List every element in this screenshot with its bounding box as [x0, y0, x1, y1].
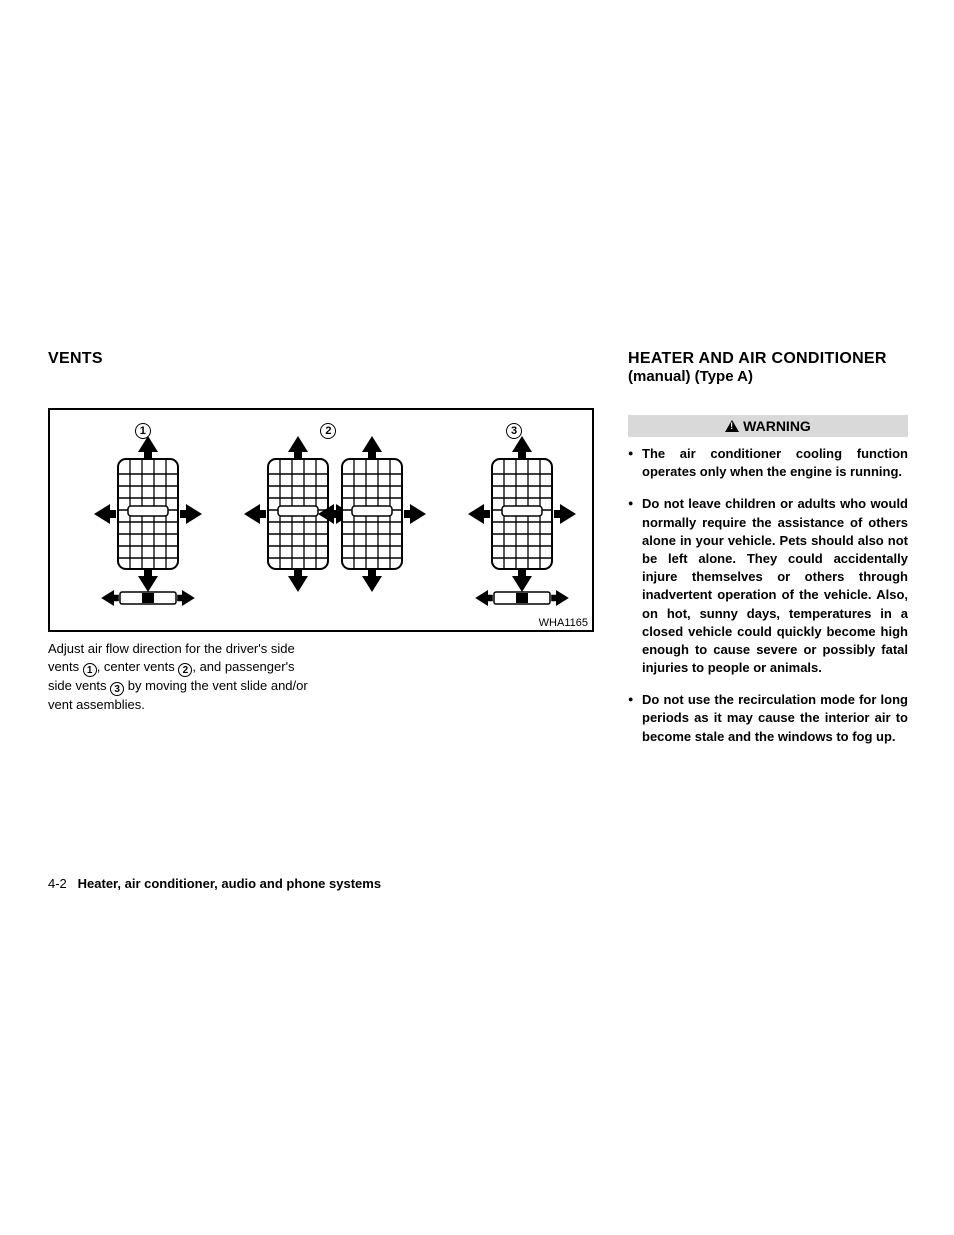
footer-section-title: Heater, air conditioner, audio and phone… — [78, 876, 381, 891]
hvac-subheading: (manual) (Type A) — [628, 368, 908, 385]
warning-bullets: The air conditioner cooling function ope… — [628, 445, 908, 746]
warning-bullet: Do not leave children or adults who woul… — [628, 495, 908, 677]
vents-diagram: 123 — [48, 408, 594, 632]
vents-caption: Adjust air flow direction for the driver… — [48, 640, 308, 713]
warning-bullet: The air conditioner cooling function ope… — [628, 445, 908, 481]
warning-triangle-icon — [725, 420, 739, 432]
diagram-code: WHA1165 — [539, 617, 588, 629]
left-column: VENTS 123 — [48, 350, 594, 760]
circled-1-icon: 1 — [83, 663, 97, 677]
circled-2-icon: 2 — [178, 663, 192, 677]
two-column-layout: VENTS 123 — [48, 350, 908, 760]
warning-header: WARNING — [628, 415, 908, 437]
page-number: 4-2 — [48, 876, 67, 891]
caption-text: , center vents — [97, 659, 179, 674]
vents-illustration — [50, 410, 596, 634]
vents-heading: VENTS — [48, 350, 594, 368]
right-column: HEATER AND AIR CONDITIONER (manual) (Typ… — [628, 350, 908, 760]
warning-bullet: Do not use the recirculation mode for lo… — [628, 691, 908, 746]
page-footer: 4-2 Heater, air conditioner, audio and p… — [48, 876, 381, 891]
warning-label: WARNING — [743, 418, 811, 434]
circled-3-icon: 3 — [110, 682, 124, 696]
page-content: VENTS 123 — [48, 350, 908, 760]
hvac-heading: HEATER AND AIR CONDITIONER — [628, 350, 908, 368]
